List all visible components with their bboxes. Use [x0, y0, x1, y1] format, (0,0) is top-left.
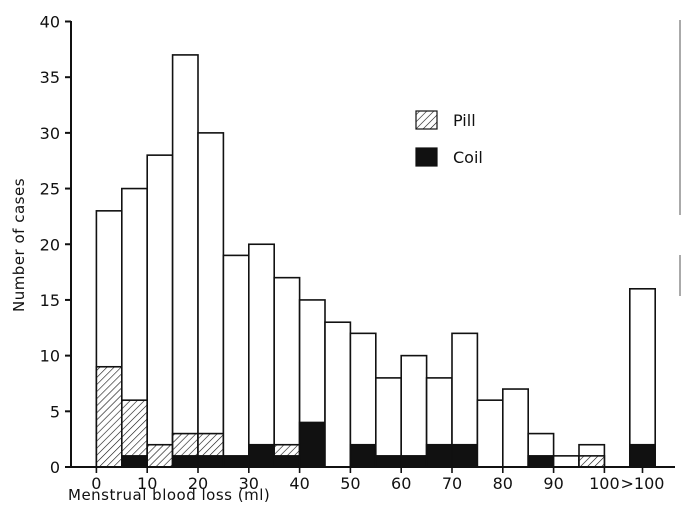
bar-total — [273, 276, 301, 468]
bar-coil — [349, 443, 377, 468]
bars-group — [95, 54, 656, 468]
x-tick-label: 80 — [493, 474, 513, 493]
x-tick-label: 100 — [589, 474, 620, 493]
bar-coil — [273, 455, 301, 468]
x-tick-label: 30 — [239, 474, 259, 493]
bar-pill — [273, 443, 301, 457]
bar-total — [222, 254, 250, 468]
bar-coil — [451, 443, 479, 468]
bar-total — [374, 377, 402, 468]
bar-coil — [248, 443, 276, 468]
y-ticks-group: 0 5 10 15 20 25 30 35 40 — [40, 13, 71, 477]
bar-coil — [527, 455, 555, 468]
x-axis-title: Menstrual blood loss (ml) — [68, 486, 270, 504]
x-tick-label: 90 — [543, 474, 563, 493]
bar-coil — [628, 443, 656, 468]
x-tick-label: 40 — [289, 474, 309, 493]
bar-coil — [197, 455, 225, 468]
x-tick-label: 70 — [442, 474, 462, 493]
bar-pill — [171, 432, 199, 457]
y-tick-label: 5 — [50, 402, 60, 421]
y-tick-label: 25 — [40, 180, 60, 199]
y-tick-label: 40 — [40, 13, 60, 32]
bar-coil — [425, 443, 453, 468]
bar-pill — [121, 399, 149, 457]
bar-coil — [298, 421, 326, 468]
bar-total — [197, 132, 225, 468]
legend-label-pill: Pill — [453, 111, 476, 130]
bar-total — [476, 399, 504, 468]
x-tick-label: >100 — [621, 474, 665, 493]
y-tick-label: 30 — [40, 124, 60, 143]
bar-total — [146, 154, 174, 468]
bar-pill — [578, 455, 606, 468]
y-tick-label: 35 — [40, 68, 60, 87]
y-tick-label: 15 — [40, 291, 60, 310]
x-tick-label: 10 — [137, 474, 157, 493]
bar-total — [400, 354, 428, 468]
bar-coil — [400, 455, 428, 468]
bar-coil — [121, 455, 149, 468]
y-axis-title: Number of cases — [10, 178, 28, 312]
bar-total — [552, 455, 580, 468]
bar-pill — [95, 365, 123, 468]
bar-pill — [197, 432, 225, 457]
y-tick-label: 20 — [40, 235, 60, 254]
legend-label-coil: Coil — [453, 148, 483, 167]
legend-swatch-pill — [415, 110, 438, 130]
bar-total — [171, 54, 199, 468]
legend: Pill Coil — [415, 110, 483, 167]
y-tick-label: 10 — [40, 347, 60, 366]
x-tick-label: 50 — [340, 474, 360, 493]
x-tick-label: 20 — [188, 474, 208, 493]
legend-swatch-coil — [415, 147, 438, 167]
x-tick-label: 0 — [91, 474, 101, 493]
bar-coil — [374, 455, 402, 468]
bar-total — [501, 388, 529, 468]
bar-coil — [171, 455, 199, 468]
bar-coil — [222, 455, 250, 468]
bar-pill — [146, 443, 174, 468]
bar-total — [324, 321, 352, 468]
y-tick-label: 0 — [50, 458, 60, 477]
x-ticks-group: 0 10 20 30 40 50 60 70 80 90 100 >100 — [91, 467, 664, 493]
bar-total — [248, 243, 276, 468]
bar-total — [628, 287, 656, 468]
x-tick-label: 60 — [391, 474, 411, 493]
